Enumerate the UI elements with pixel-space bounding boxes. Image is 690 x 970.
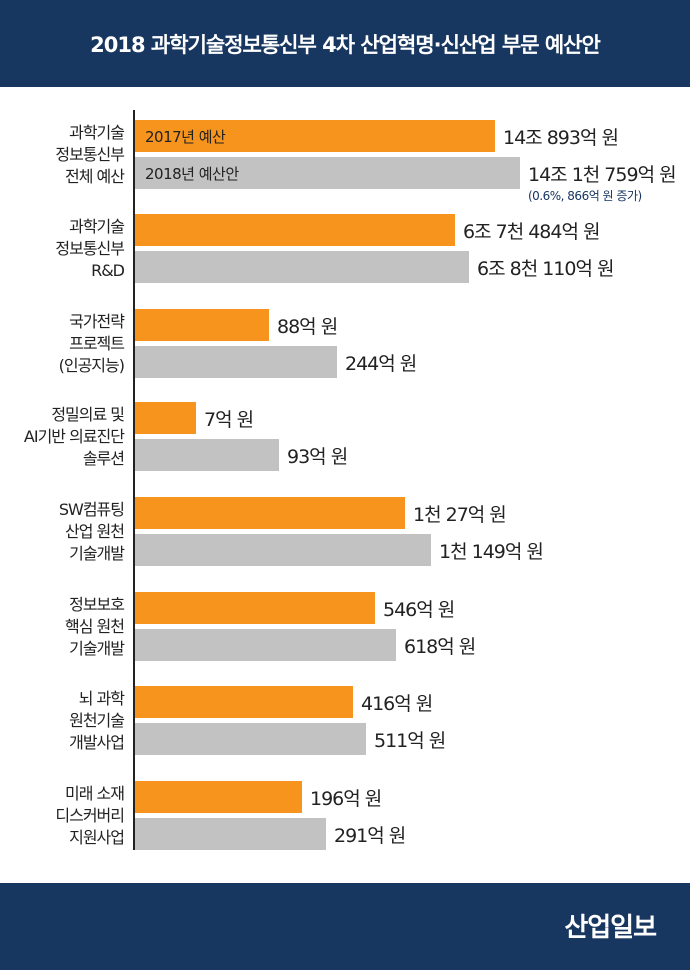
bar-2018 [135, 346, 337, 378]
bar-2018 [135, 629, 396, 661]
category-label-line: 미래 소재 [65, 784, 125, 803]
footer: 산업일보 [0, 883, 690, 970]
category-label-line: 산업 원천 [65, 522, 125, 541]
value-label-2017: 196억 원 [310, 788, 382, 810]
category-label-line: R&D [91, 261, 125, 280]
category-label-line: 원천기술 [69, 711, 125, 730]
bar-2018 [135, 251, 469, 283]
legend-2018: 2018년 예산안 [145, 165, 239, 183]
value-label-2018: 6조 8천 110억 원 [477, 258, 614, 280]
logo: 산업일보 [564, 913, 657, 943]
value-label-2017: 88억 원 [277, 316, 338, 338]
category-label-line: 국가전략 [69, 312, 125, 331]
bar-2018 [135, 439, 279, 471]
bar-2018 [135, 818, 326, 850]
category-label-line: 디스커버리 [55, 806, 125, 825]
category-label-line: 정밀의료 및 [51, 405, 125, 424]
bar-2017 [135, 686, 353, 718]
category-label-line: 정보통신부 [55, 239, 125, 258]
category-label-line: 과학기술 [69, 217, 125, 236]
category-label-line: 솔루션 [82, 449, 125, 468]
value-label-2018: 1천 149억 원 [439, 541, 544, 563]
bar-2018 [135, 534, 431, 566]
bar-2017: 2017년 예산 [135, 120, 495, 152]
value-label-2017: 7억 원 [204, 409, 254, 431]
category-label-line: 전체 예산 [65, 167, 125, 186]
category-label-line: 기술개발 [69, 544, 125, 563]
value-label-2018: 244억 원 [345, 353, 417, 375]
chart-title: 2018 과학기술정보통신부 4차 산업혁명·신산업 부문 예산안 [0, 0, 690, 87]
category-label-line: 뇌 과학 [78, 689, 125, 708]
category-label-line: 정보통신부 [55, 145, 125, 164]
y-axis-line [133, 110, 135, 850]
category-label-line: AI기반 의료진단 [23, 427, 125, 446]
bar-2017 [135, 402, 196, 434]
value-label-2017: 14조 893억 원 [503, 127, 619, 149]
category-label-line: 지원사업 [69, 828, 125, 847]
category-label-line: 과학기술 [69, 123, 125, 142]
bar-2017 [135, 497, 405, 529]
bar-2017 [135, 781, 302, 813]
change-note: (0.6%, 866억 원 증가) [528, 189, 642, 203]
bar-2017 [135, 592, 375, 624]
legend-2017: 2017년 예산 [145, 128, 226, 146]
category-label-line: 개발사업 [69, 733, 125, 752]
value-label-2017: 6조 7천 484억 원 [463, 221, 600, 243]
category-label-line: SW컴퓨팅 [58, 500, 125, 519]
category-label-line: 정보보호 [69, 595, 125, 614]
value-label-2018: 14조 1천 759억 원 [528, 164, 677, 186]
value-label-2018: 291억 원 [334, 825, 406, 847]
value-label-2018: 511억 원 [374, 730, 446, 752]
value-label-2018: 618억 원 [404, 636, 476, 658]
value-label-2018: 93억 원 [287, 446, 348, 468]
bar-2018 [135, 723, 366, 755]
category-label-line: 핵심 원천 [65, 617, 125, 636]
bar-2017 [135, 309, 269, 341]
value-label-2017: 416억 원 [361, 693, 433, 715]
value-label-2017: 1천 27억 원 [413, 504, 507, 526]
category-label-line: 기술개발 [69, 639, 125, 658]
category-label-line: (인공지능) [58, 356, 125, 375]
bar-2018: 2018년 예산안 [135, 157, 520, 189]
value-label-2017: 546억 원 [383, 599, 455, 621]
category-label-line: 프로젝트 [69, 334, 125, 353]
bar-2017 [135, 214, 455, 246]
